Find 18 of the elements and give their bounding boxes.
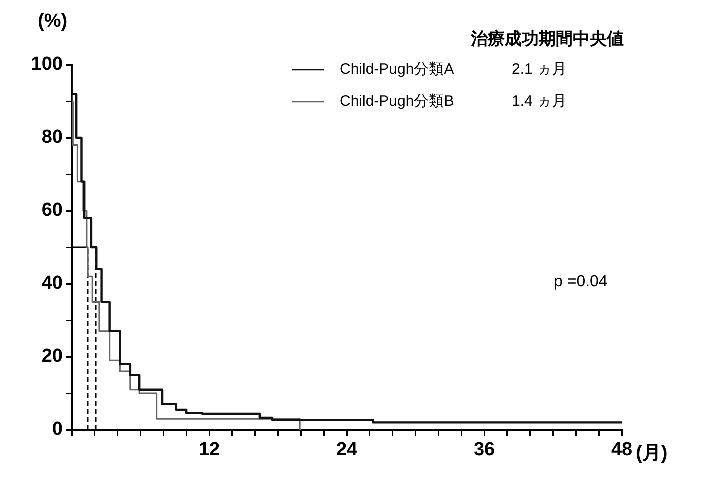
x-tick-label: 24	[336, 440, 358, 461]
x-tick-label: 12	[198, 440, 220, 461]
annotation: 1.4 ヵ月	[512, 93, 568, 110]
legend-title: 治療成功期間中央値	[470, 30, 624, 49]
x-tick-label: 48	[611, 440, 633, 461]
y-tick-label: 40	[42, 273, 63, 294]
legend-label: Child-Pugh分類B	[340, 93, 454, 110]
y-tick-label: 0	[52, 419, 63, 440]
annotation: p =0.04	[554, 274, 608, 291]
y-tick-label: 80	[42, 127, 63, 148]
legend-label: Child-Pugh分類A	[340, 61, 454, 78]
annotation: 2.1 ヵ月	[512, 61, 568, 78]
y-tick-label: 100	[31, 54, 63, 76]
y-axis-title: (%)	[38, 11, 68, 32]
x-tick-label: 36	[474, 440, 496, 461]
x-axis-title: (月)	[636, 443, 668, 464]
y-tick-label: 20	[42, 346, 63, 368]
y-tick-label: 60	[42, 200, 63, 222]
